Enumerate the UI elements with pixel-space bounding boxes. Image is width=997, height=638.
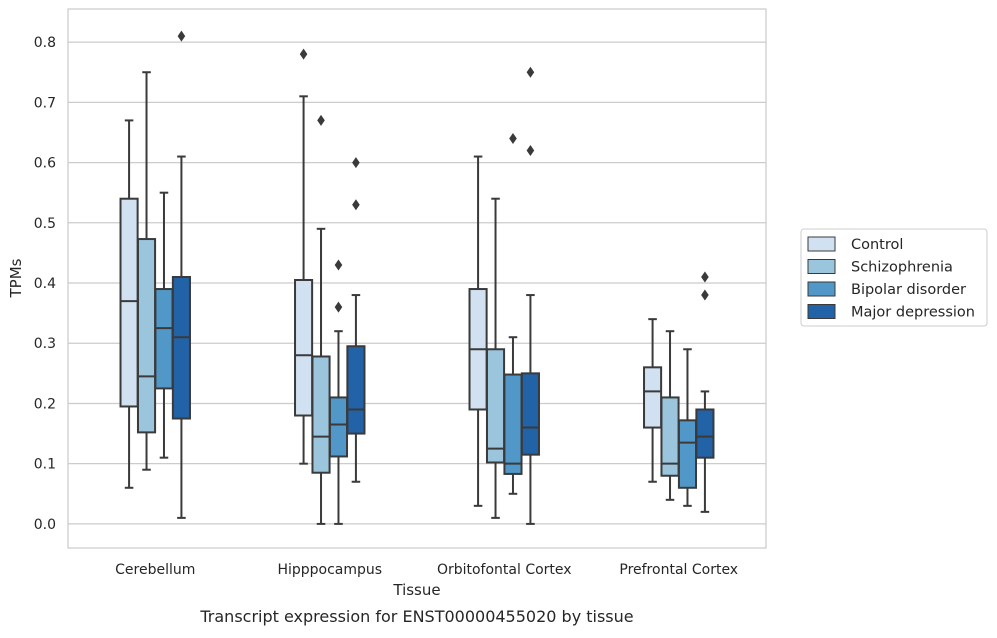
y-tick-label: 0.5 xyxy=(34,216,56,232)
box-group xyxy=(119,119,139,489)
y-tick-label: 0.2 xyxy=(34,396,56,412)
box-group xyxy=(171,30,191,519)
box-group xyxy=(503,132,523,495)
y-tick-label: 0.3 xyxy=(34,336,56,352)
legend-swatch xyxy=(807,259,836,274)
x-tick-labels: Cerebellum Hipppocampus Orbitofontal Corte… xyxy=(115,562,738,578)
legend-label: Bipolar disorder xyxy=(851,282,966,298)
box-iqr xyxy=(503,373,523,475)
box-group xyxy=(154,191,174,459)
boxes xyxy=(119,30,715,525)
box-iqr xyxy=(294,279,314,417)
legend: Control Schizophrenia Bipolar disorder Majo… xyxy=(800,228,988,327)
outlier-marker xyxy=(334,259,343,271)
legend-label: Major depression xyxy=(851,305,975,321)
box-group xyxy=(136,71,157,471)
box-group xyxy=(346,157,366,483)
outlier-marker xyxy=(299,48,308,60)
outlier-marker xyxy=(334,301,343,313)
box-group xyxy=(468,155,488,507)
box-iqr xyxy=(136,238,157,434)
box-group xyxy=(660,330,680,501)
legend-swatch xyxy=(807,236,836,252)
y-tick-label: 0.6 xyxy=(34,156,56,172)
box-group xyxy=(677,348,698,507)
x-tick-label: Cerebellum xyxy=(115,562,195,578)
x-tick-label: Hipppocampus xyxy=(277,562,382,578)
legend-label: Control xyxy=(851,237,903,253)
y-axis-label: TPMs xyxy=(7,258,25,298)
box-group xyxy=(695,271,715,513)
box-iqr xyxy=(154,288,174,390)
box-group xyxy=(520,66,540,525)
box-iqr xyxy=(346,345,366,435)
outlier-marker xyxy=(701,271,709,283)
box-group xyxy=(294,48,314,465)
plot-frame xyxy=(67,8,767,549)
box-group xyxy=(643,318,663,483)
legend-swatch xyxy=(807,281,836,297)
outlier-marker xyxy=(177,30,186,42)
y-tick-label: 0.1 xyxy=(34,457,56,473)
outlier-marker xyxy=(352,157,360,169)
y-tick-label: 0.4 xyxy=(34,276,56,292)
outlier-marker xyxy=(526,145,535,157)
box-group xyxy=(485,197,506,519)
legend-label: Schizophrenia xyxy=(851,260,953,276)
box-iqr xyxy=(171,275,191,420)
y-tick-label: 0.0 xyxy=(34,517,56,533)
outlier-marker xyxy=(317,114,325,126)
outlier-marker xyxy=(509,132,517,144)
legend-frame xyxy=(800,228,988,327)
x-axis-label: Tissue xyxy=(392,581,440,599)
box-iqr xyxy=(328,396,349,458)
box-iqr xyxy=(520,372,540,456)
box-iqr xyxy=(695,408,715,459)
box-group xyxy=(311,114,331,525)
box-iqr xyxy=(119,197,139,408)
x-tick-label: Orbitofontal Cortex xyxy=(437,562,572,578)
box-iqr xyxy=(643,366,663,429)
y-tick-label: 0.7 xyxy=(34,95,56,111)
y-tick-label: 0.8 xyxy=(34,35,56,51)
box-iqr xyxy=(311,355,331,474)
box-group xyxy=(328,259,349,525)
outlier-marker xyxy=(352,199,360,211)
box-iqr xyxy=(677,419,698,489)
chart-caption: Transcript expression for ENST0000045502… xyxy=(199,607,633,626)
outlier-marker xyxy=(701,289,709,301)
x-tick-label: Prefrontal Cortex xyxy=(619,562,738,578)
legend-swatch xyxy=(807,304,836,319)
outlier-marker xyxy=(526,66,535,78)
box-iqr xyxy=(485,348,506,464)
y-tick-labels: 0.0 0.1 0.2 0.3 0.4 0.5 0.6 0.7 0.8 xyxy=(34,35,56,533)
